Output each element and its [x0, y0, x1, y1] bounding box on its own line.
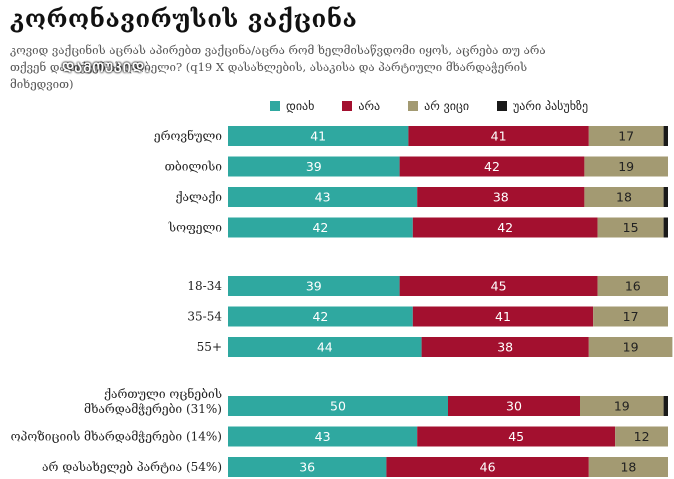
bar-segment-dk: [584, 187, 664, 207]
bar-segment-yes: [228, 156, 400, 177]
bar-segment-yes: [228, 426, 418, 447]
row-label: თბილისი: [165, 160, 223, 174]
bar-segment-no: [412, 217, 598, 238]
bar-segment-no: [399, 276, 598, 296]
bar-segment-yes: [228, 306, 413, 327]
bar-value-label-no: 42: [497, 220, 513, 235]
legend-label-yes: დიახ: [286, 99, 315, 113]
bar-segment-yes: [228, 457, 387, 477]
bar-value-label-yes: 39: [306, 279, 322, 294]
bar-value-label-yes: 43: [315, 429, 331, 444]
bar-value-label-yes: 43: [315, 190, 331, 205]
bar-value-label-yes: 44: [317, 340, 333, 355]
bar-value-label-yes: 42: [312, 309, 328, 324]
chart-subtitle: კოვიდ ვაქცინის აცრას აპირებთ ვაქცინა/აცრ…: [10, 43, 546, 91]
bar-segment-dk: [593, 306, 668, 327]
bar-segment-ra: [663, 217, 668, 238]
bar-segment-yes: [228, 337, 422, 357]
row-label: 55+: [197, 340, 222, 354]
bar-segment-dk: [588, 126, 664, 146]
bar-segment-dk: [584, 156, 668, 177]
bar-value-label-dk: 17: [618, 129, 634, 144]
bar-segment-dk: [580, 396, 664, 416]
bar-value-label-dk: 18: [620, 460, 636, 475]
bar-value-label-yes: 41: [310, 129, 326, 144]
bar-value-label-dk: 17: [623, 309, 639, 324]
row-label: ოპოზიციის მხარდამჭერები (14%): [11, 430, 222, 444]
row-label: მხარდამჭერები (31%): [84, 402, 222, 416]
bar-segment-dk: [588, 457, 668, 477]
bar-value-label-yes: 50: [330, 399, 346, 414]
bar-segment-ra: [663, 396, 668, 416]
bar-segment-dk: [597, 276, 668, 296]
row-label: ეროვნული: [154, 128, 222, 143]
row-label: 35-54: [187, 310, 222, 324]
bar-segment-no: [417, 426, 616, 447]
row-label: არ დასახელებ პარტია (54%): [42, 460, 222, 474]
bar-segment-dk: [588, 337, 673, 357]
bar-value-label-no: 38: [493, 190, 509, 205]
legend-item-ra: უარი პასუხზე: [497, 99, 588, 113]
bar-value-label-no: 38: [497, 340, 513, 355]
legend-swatch-ra: [497, 101, 508, 111]
bar-value-label-dk: 18: [616, 190, 632, 205]
legend-label-dk: არ ვიცი: [424, 99, 470, 113]
row-label: 18-34: [187, 279, 222, 293]
bar-value-label-dk: 19: [623, 340, 639, 355]
bar-value-label-no: 46: [480, 460, 496, 475]
bar-segment-no: [412, 306, 594, 327]
bar-value-label-yes: 42: [312, 220, 328, 235]
bar-segment-no: [386, 457, 589, 477]
chart-legend: დიახ არა არ ვიცი უარი პასუხზე: [270, 99, 616, 113]
bar-value-label-no: 41: [495, 309, 511, 324]
chart-title: კორონავირუსის ვაქცინა: [10, 4, 358, 33]
legend-swatch-yes: [270, 101, 280, 111]
bar-segment-ra: [663, 126, 668, 146]
bar-segment-yes: [228, 187, 418, 207]
bar-value-label-dk: 16: [625, 279, 641, 294]
watermark-logo: ᲓᲐᲛᲝᲣᲙᲘᲓ.: [62, 61, 151, 76]
bar-segment-no: [421, 337, 589, 357]
row-label: სოფელი: [168, 221, 222, 235]
bar-segment-dk: [597, 217, 664, 238]
bar-segment-yes: [228, 396, 448, 416]
row-label: ქალაქი: [175, 190, 222, 204]
bar-value-label-no: 30: [506, 399, 522, 414]
legend-swatch-dk: [408, 101, 419, 111]
bar-value-label-no: 45: [491, 279, 507, 294]
bar-segment-yes: [228, 126, 409, 146]
bar-value-label-dk: 12: [634, 429, 650, 444]
legend-item-yes: დიახ: [270, 99, 314, 113]
row-label: ქართული ოცნების: [104, 386, 222, 401]
bar-value-label-no: 42: [484, 159, 500, 174]
bar-value-label-no: 41: [491, 129, 507, 144]
bar-segment-no: [417, 187, 585, 207]
bar-segment-no: [448, 396, 580, 416]
bar-value-label-no: 45: [508, 429, 524, 444]
bar-value-label-dk: 15: [623, 220, 639, 235]
bar-value-label-dk: 19: [614, 399, 630, 414]
legend-label-no: არა: [358, 99, 381, 113]
bar-value-label-yes: 39: [306, 159, 322, 174]
legend-label-ra: უარი პასუხზე: [513, 99, 589, 113]
bar-segment-yes: [228, 276, 400, 296]
bar-segment-no: [408, 126, 589, 146]
bar-value-label-dk: 19: [618, 159, 634, 174]
bar-value-label-yes: 36: [299, 460, 315, 475]
bar-segment-ra: [663, 187, 668, 207]
bar-segment-yes: [228, 217, 413, 238]
legend-swatch-no: [342, 101, 353, 111]
legend-item-no: არა: [342, 99, 380, 113]
legend-item-dk: არ ვიცი: [408, 99, 469, 113]
bar-segment-dk: [615, 426, 668, 447]
bar-segment-no: [399, 156, 585, 177]
